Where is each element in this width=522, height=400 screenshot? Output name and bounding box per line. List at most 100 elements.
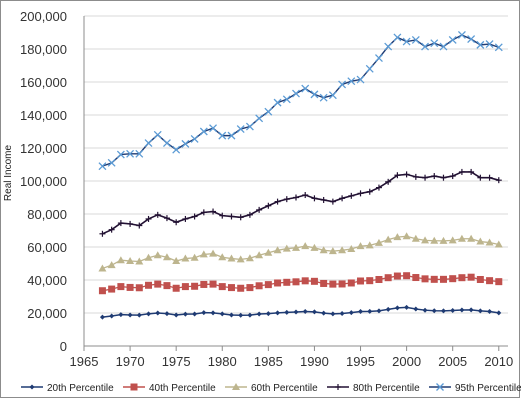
- data-point: [385, 178, 392, 185]
- data-point: [338, 280, 346, 288]
- data-point: [411, 35, 420, 44]
- data-point: [329, 280, 337, 288]
- marker-stroke: [98, 162, 107, 171]
- data-point: [485, 238, 494, 246]
- data-point: [227, 254, 236, 262]
- y-tick-label: 200,000: [20, 9, 67, 24]
- marker-stroke: [236, 125, 245, 133]
- data-point: [421, 42, 430, 51]
- marker-stroke: [328, 91, 337, 100]
- marker-stroke: [144, 139, 153, 148]
- data-point: [468, 307, 474, 313]
- legend-swatch-marker: [29, 384, 35, 390]
- data-point: [486, 277, 494, 285]
- data-point: [190, 253, 199, 261]
- data-point: [393, 233, 402, 241]
- marker-stroke: [448, 35, 457, 44]
- data-point: [357, 190, 364, 197]
- data-point: [210, 208, 217, 215]
- data-point: [365, 241, 374, 249]
- data-point: [245, 122, 254, 131]
- data-point: [172, 284, 180, 292]
- x-tick-label: 1980: [208, 354, 237, 369]
- data-point: [422, 307, 428, 313]
- marker-stroke: [153, 130, 162, 139]
- data-point: [238, 312, 244, 318]
- legend-label: 20th Percentile: [47, 383, 114, 394]
- marker-stroke: [301, 84, 310, 93]
- marker-stroke: [347, 77, 356, 86]
- data-point: [328, 247, 337, 255]
- data-point: [246, 211, 253, 218]
- data-point: [384, 42, 393, 51]
- data-point: [274, 198, 281, 205]
- data-point: [274, 279, 282, 287]
- data-point: [227, 131, 236, 140]
- data-point: [126, 257, 135, 265]
- data-point: [163, 215, 170, 222]
- data-point: [219, 311, 225, 317]
- data-point: [494, 43, 503, 52]
- data-point: [321, 310, 327, 316]
- data-point: [292, 243, 300, 251]
- data-point: [181, 254, 190, 262]
- legend-swatch-marker: [335, 384, 341, 390]
- series-40th-percentile: [98, 272, 503, 295]
- data-point: [153, 130, 162, 139]
- data-point: [107, 261, 116, 269]
- data-point: [107, 158, 116, 167]
- gridlines: [84, 15, 508, 314]
- data-point: [237, 214, 244, 221]
- data-point: [356, 75, 365, 84]
- data-point: [412, 274, 420, 282]
- legend-swatch-marker: [436, 383, 444, 391]
- series-group: [98, 31, 503, 320]
- marker-stroke: [436, 383, 444, 391]
- data-point: [293, 309, 299, 315]
- data-point: [476, 276, 484, 284]
- data-point: [411, 234, 420, 242]
- series-line: [102, 306, 499, 318]
- data-point: [283, 278, 291, 286]
- y-tick-label: 60,000: [27, 240, 67, 255]
- data-point: [154, 280, 162, 288]
- data-point: [135, 257, 144, 265]
- marker-stroke: [199, 127, 208, 136]
- data-point: [172, 257, 181, 265]
- data-point: [173, 219, 180, 226]
- data-point: [237, 284, 245, 292]
- legend-item: 60th Percentile: [225, 383, 318, 394]
- data-point: [209, 280, 217, 288]
- marker-stroke: [264, 107, 273, 116]
- data-point: [145, 215, 152, 222]
- data-point: [458, 274, 466, 282]
- data-point: [338, 246, 347, 254]
- data-point: [310, 277, 318, 285]
- data-point: [256, 311, 262, 317]
- data-point: [126, 283, 134, 291]
- data-point: [477, 308, 483, 314]
- data-point: [200, 209, 207, 216]
- data-point: [376, 308, 382, 314]
- data-point: [439, 236, 448, 244]
- marker-stroke: [126, 149, 135, 158]
- data-point: [282, 95, 291, 104]
- data-point: [485, 40, 494, 49]
- x-tick-label: 1990: [300, 354, 329, 369]
- data-point: [448, 35, 457, 44]
- marker-stroke: [181, 139, 190, 148]
- data-point: [329, 198, 336, 205]
- data-point: [347, 77, 356, 86]
- x-tick-label: 2005: [438, 354, 467, 369]
- x-tick-labels: 1965 1970 1975 1980 1985 1990 1995 2000 2005 2010: [70, 354, 514, 369]
- data-point: [358, 309, 364, 315]
- marker-stroke: [338, 80, 347, 89]
- data-point: [330, 311, 336, 317]
- data-point: [164, 311, 170, 317]
- data-point: [356, 242, 365, 250]
- data-point: [200, 280, 208, 288]
- x-tick-label: 1965: [70, 354, 99, 369]
- data-point: [384, 274, 392, 282]
- data-point: [127, 220, 134, 227]
- marker-stroke: [245, 122, 254, 131]
